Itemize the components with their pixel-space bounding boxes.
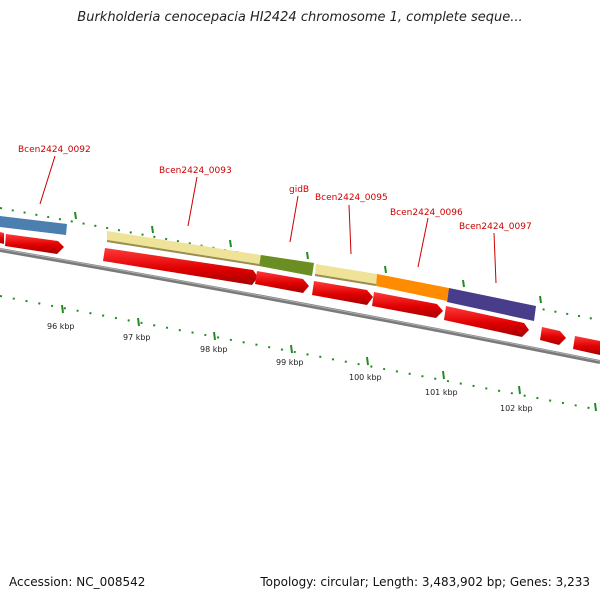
label-leaders — [39, 155, 497, 284]
gene-label-bcen2424-0096[interactable]: Bcen2424_0096 — [390, 208, 463, 218]
inner-major-ticks — [61, 304, 597, 412]
cds-arrow[interactable] — [5, 234, 64, 254]
gene-bar-bcen2424-0093[interactable] — [107, 231, 261, 265]
scale-label-96: 96 kbp — [47, 322, 75, 331]
inner-scale-track — [0, 295, 600, 411]
scale-label-102: 102 kbp — [500, 404, 533, 413]
scale-label-99: 99 kbp — [276, 358, 304, 367]
accession-text: Accession: NC_008542 — [9, 575, 146, 589]
gene-label-bcen2424-0092[interactable]: Bcen2424_0092 — [18, 145, 91, 155]
cds-arrow[interactable] — [444, 306, 529, 337]
gene-bar-bcen2424-0097[interactable] — [447, 288, 536, 321]
gene-bar-bcen2424-0096[interactable] — [376, 274, 449, 301]
outer-major-ticks — [74, 211, 542, 304]
genome-backbone — [0, 248, 600, 364]
genome-summary-text: Topology: circular; Length: 3,483,902 bp… — [260, 575, 590, 589]
cds-arrow[interactable] — [255, 271, 309, 293]
gene-labels: Bcen2424_0092 Bcen2424_0093 gidB Bcen242… — [18, 145, 532, 232]
scale-label-98: 98 kbp — [200, 345, 228, 354]
cds-arrow[interactable] — [573, 336, 600, 355]
scale-label-100: 100 kbp — [349, 373, 382, 382]
cds-arrows — [0, 232, 600, 355]
scale-label-101: 101 kbp — [425, 388, 458, 397]
cds-arrow[interactable] — [0, 232, 4, 244]
map-title: Burkholderia cenocepacia HI2424 chromoso… — [77, 10, 523, 25]
gene-label-bcen2424-0097[interactable]: Bcen2424_0097 — [459, 222, 532, 232]
gene-label-gidb[interactable]: gidB — [289, 185, 309, 195]
cds-arrow[interactable] — [540, 327, 566, 345]
gene-label-bcen2424-0095[interactable]: Bcen2424_0095 — [315, 193, 388, 203]
gene-bar-gidb[interactable] — [259, 255, 314, 276]
cds-arrow[interactable] — [103, 248, 258, 285]
gene-bar-bcen2424-0092[interactable] — [0, 216, 67, 235]
scale-labels: 96 kbp 97 kbp 98 kbp 99 kbp 100 kbp 101 … — [47, 322, 533, 413]
scale-label-97: 97 kbp — [123, 333, 151, 342]
cds-arrow[interactable] — [312, 281, 373, 305]
cds-arrow[interactable] — [372, 292, 443, 318]
gene-label-bcen2424-0093[interactable]: Bcen2424_0093 — [159, 166, 232, 176]
gene-features — [0, 216, 536, 321]
gene-bar-bcen2424-0095[interactable] — [315, 264, 377, 285]
